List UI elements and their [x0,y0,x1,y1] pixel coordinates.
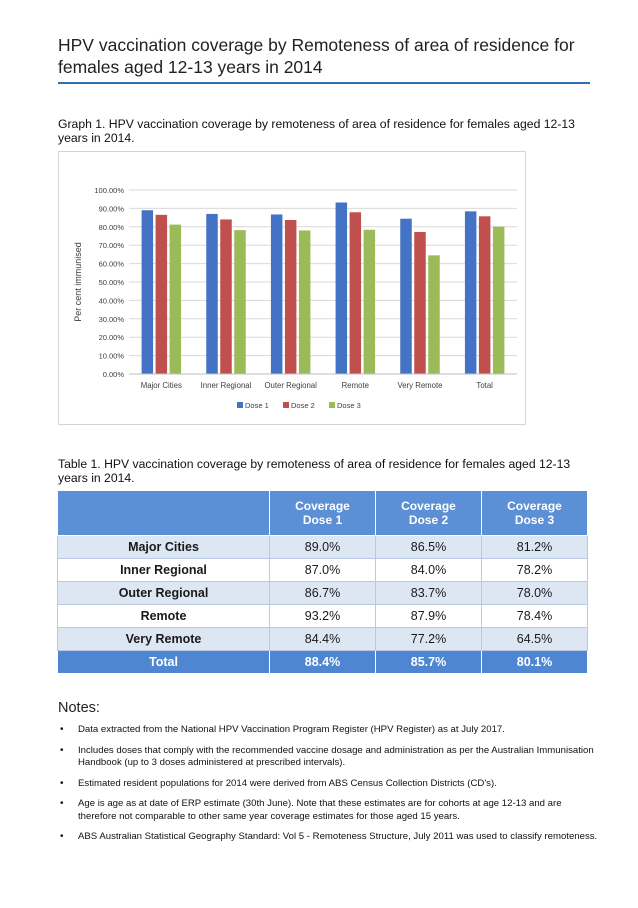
table-row: Major Cities 89.0% 86.5% 81.2% [58,536,588,559]
bar-dose-2 [285,220,297,374]
cell-dose-3: 78.2% [482,559,588,582]
x-tick-label: Total [476,381,493,390]
cell-dose-3: 80.1% [482,651,588,674]
y-axis-label: Per cent immunised [73,242,83,322]
y-tick-label: 0.00% [103,370,125,379]
x-tick-label: Inner Regional [201,381,252,390]
cell-dose-2: 86.5% [376,536,482,559]
coverage-table: Coverage Dose 1 Coverage Dose 2 Coverage Do… [57,490,588,674]
cell-dose-2: 84.0% [376,559,482,582]
bar-dose-2 [350,212,362,374]
table-row: Remote 93.2% 87.9% 78.4% [58,605,588,628]
y-tick-label: 80.00% [99,223,125,232]
header-dose-3: Coverage Dose 3 [482,491,588,536]
bar-dose-3 [428,255,440,374]
cell-dose-1: 88.4% [270,651,376,674]
legend-label: Dose 1 [245,401,269,410]
notes-list: Data extracted from the National HPV Vac… [58,724,598,852]
bar-dose-3 [493,227,505,374]
cell-dose-2: 87.9% [376,605,482,628]
y-tick-label: 30.00% [99,315,125,324]
y-tick-label: 100.00% [94,186,124,195]
legend-label: Dose 2 [291,401,315,410]
table-header-row: Coverage Dose 1 Coverage Dose 2 Coverage Do… [58,491,588,536]
cell-dose-1: 84.4% [270,628,376,651]
notes-heading: Notes: [58,700,100,716]
y-tick-label: 70.00% [99,241,125,250]
header-line: Dose 1 [303,513,342,527]
table-total-row: Total 88.4% 85.7% 80.1% [58,651,588,674]
note-item: ABS Australian Statistical Geography Sta… [58,831,598,844]
cell-dose-1: 87.0% [270,559,376,582]
legend-swatch [283,402,289,408]
table-row: Outer Regional 86.7% 83.7% 78.0% [58,582,588,605]
header-line: Coverage [295,499,350,513]
header-line: Coverage [507,499,562,513]
table-caption: Table 1. HPV vaccination coverage by rem… [58,457,593,485]
cell-dose-3: 78.4% [482,605,588,628]
bar-dose-2 [414,232,426,374]
bar-dose-1 [465,211,477,374]
x-tick-label: Very Remote [397,381,442,390]
bar-dose-3 [299,230,311,374]
legend-swatch [237,402,243,408]
note-item: Age is age as at date of ERP estimate (3… [58,798,598,823]
bar-dose-1 [271,214,283,374]
row-label: Outer Regional [58,582,270,605]
cell-dose-2: 77.2% [376,628,482,651]
cell-dose-1: 93.2% [270,605,376,628]
row-label: Remote [58,605,270,628]
cell-dose-2: 83.7% [376,582,482,605]
cell-dose-1: 89.0% [270,536,376,559]
legend-label: Dose 3 [337,401,361,410]
bar-dose-2 [479,216,491,374]
bar-dose-1 [400,219,412,374]
y-tick-label: 50.00% [99,278,125,287]
x-tick-label: Remote [342,381,369,390]
note-item: Data extracted from the National HPV Vac… [58,724,598,737]
cell-dose-3: 64.5% [482,628,588,651]
row-label: Inner Regional [58,559,270,582]
table-row: Very Remote 84.4% 77.2% 64.5% [58,628,588,651]
table-row: Inner Regional 87.0% 84.0% 78.2% [58,559,588,582]
title-rule [58,82,590,84]
note-item: Includes doses that comply with the reco… [58,745,598,770]
row-label: Total [58,651,270,674]
x-tick-label: Major Cities [141,381,182,390]
header-dose-2: Coverage Dose 2 [376,491,482,536]
y-tick-label: 90.00% [99,204,125,213]
header-line: Dose 3 [515,513,554,527]
bar-dose-1 [336,203,348,374]
bar-dose-1 [206,214,218,374]
legend-swatch [329,402,335,408]
cell-dose-1: 86.7% [270,582,376,605]
page-title: HPV vaccination coverage by Remoteness o… [58,34,593,78]
y-tick-label: 60.00% [99,260,125,269]
header-dose-1: Coverage Dose 1 [270,491,376,536]
cell-dose-3: 81.2% [482,536,588,559]
bar-chart: 0.00% 10.00% 20.00% 30.00% 40.00% 50.00% 60.00… [59,152,525,424]
bar-dose-3 [170,225,182,374]
bar-dose-2 [220,219,232,374]
x-tick-label: Outer Regional [264,381,317,390]
chart-container: 0.00% 10.00% 20.00% 30.00% 40.00% 50.00% 60.00… [58,151,526,425]
y-tick-label: 20.00% [99,333,125,342]
header-blank [58,491,270,536]
cell-dose-2: 85.7% [376,651,482,674]
note-item: Estimated resident populations for 2014 … [58,778,598,791]
graph-caption: Graph 1. HPV vaccination coverage by rem… [58,117,593,145]
header-line: Coverage [401,499,456,513]
bar-dose-3 [364,230,376,374]
row-label: Very Remote [58,628,270,651]
bar-dose-2 [156,215,168,374]
row-label: Major Cities [58,536,270,559]
header-line: Dose 2 [409,513,448,527]
cell-dose-3: 78.0% [482,582,588,605]
y-tick-label: 10.00% [99,352,125,361]
y-tick-label: 40.00% [99,296,125,305]
bar-dose-3 [234,230,246,374]
bar-dose-1 [142,210,154,374]
